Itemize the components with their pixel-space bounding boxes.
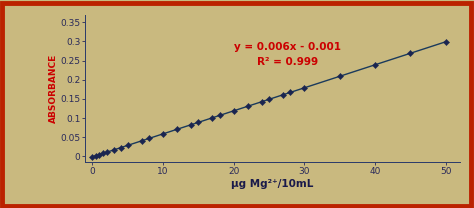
Point [230, 109, 237, 113]
Point [173, 128, 181, 131]
Point [117, 146, 125, 149]
Point [216, 114, 223, 117]
Point [145, 137, 153, 140]
Point [99, 152, 107, 155]
Point [286, 91, 294, 94]
Point [301, 86, 308, 89]
Point [89, 155, 96, 158]
Point [194, 121, 202, 124]
Point [92, 154, 100, 157]
Point [371, 63, 379, 67]
Text: y = 0.006x - 0.001
R² = 0.999: y = 0.006x - 0.001 R² = 0.999 [234, 42, 341, 67]
X-axis label: μg Mg²⁺/10mL: μg Mg²⁺/10mL [231, 179, 314, 189]
Point [96, 153, 103, 156]
Point [110, 148, 118, 152]
Y-axis label: ABSORBANCE: ABSORBANCE [48, 54, 57, 123]
Point [336, 75, 344, 78]
Point [265, 98, 273, 101]
Point [124, 144, 131, 147]
Point [209, 116, 216, 119]
Point [279, 93, 287, 96]
Point [258, 100, 266, 103]
Point [138, 139, 146, 142]
Point [103, 151, 110, 154]
Point [407, 52, 414, 55]
Point [442, 40, 449, 43]
Point [188, 123, 195, 126]
Point [159, 132, 167, 136]
Point [244, 105, 252, 108]
